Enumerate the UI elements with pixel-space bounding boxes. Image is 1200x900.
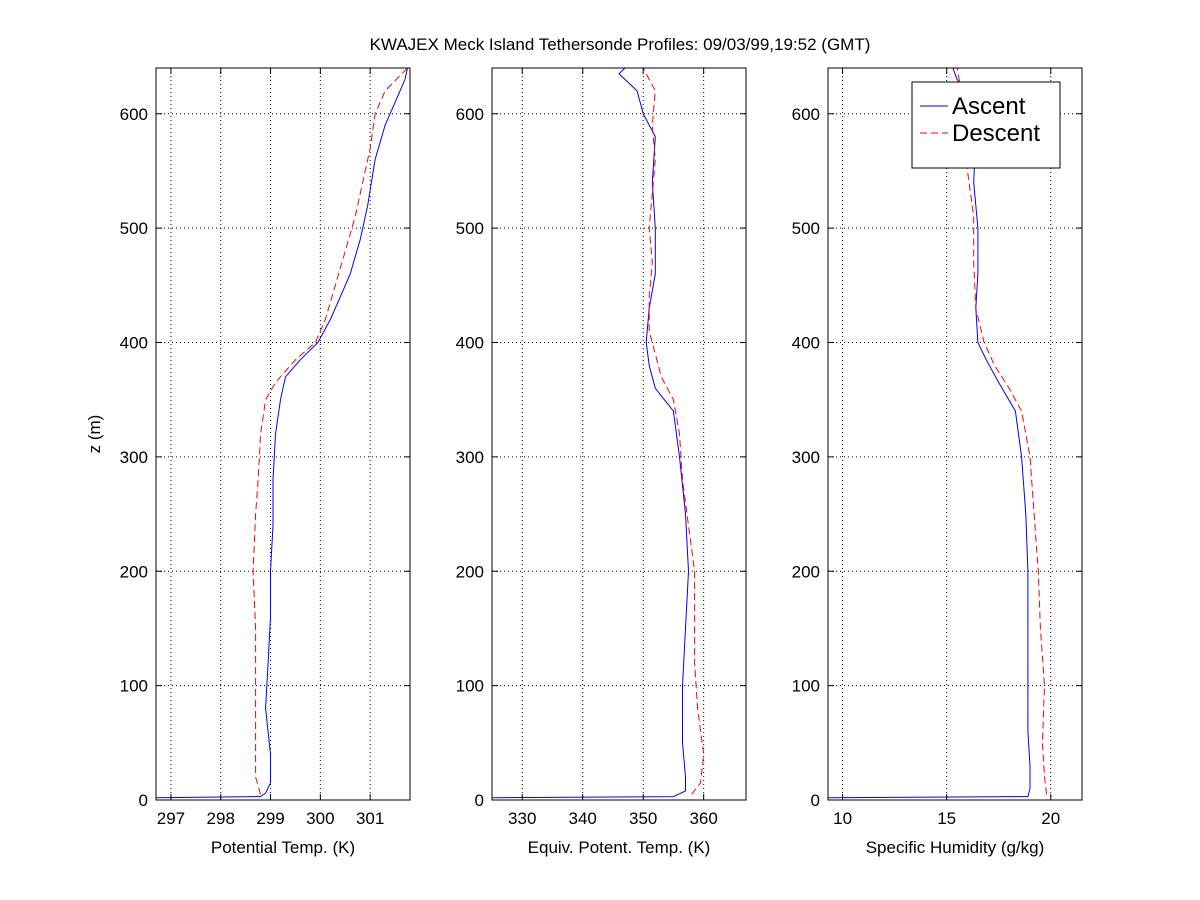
x-tick-label: 330 [508,809,536,828]
y-tick-label: 600 [456,105,484,124]
y-tick-label: 400 [792,334,820,353]
series-ascent-line [827,67,1031,799]
x-tick-label: 10 [833,809,852,828]
y-tick-label: 600 [792,105,820,124]
y-tick-label: 200 [120,562,148,581]
x-tick-label: 350 [629,809,657,828]
x-tick-label: 340 [569,809,597,828]
axes-frame [827,67,1083,801]
y-tick-label: 400 [120,334,148,353]
x-tick-label: 301 [356,809,384,828]
chart-title: KWAJEX Meck Island Tethersonde Profiles:… [370,35,871,54]
chart-panels: 297 298 299 300 3010100200300400500600Potent… [120,67,1083,857]
x-tick-label: 300 [306,809,334,828]
y-tick-label: 200 [456,562,484,581]
series-ascent-line [491,67,690,799]
axes-frame [155,67,411,801]
x-tick-label: 360 [689,809,717,828]
y-tick-label: 500 [792,219,820,238]
axes-frame [491,67,747,801]
x-tick-label: 298 [207,809,235,828]
x-tick-label: 20 [1041,809,1060,828]
y-tick-label: 300 [792,448,820,467]
series-ascent-line [155,67,408,799]
x-axis-label: Specific Humidity (g/kg) [866,838,1045,857]
y-tick-label: 0 [811,791,820,810]
legend-box [911,81,1061,169]
y-tick-label: 0 [475,791,484,810]
y-tick-label: 500 [120,219,148,238]
legend-label-ascent: Ascent [952,93,1026,120]
series-descent-line [642,67,705,795]
x-tick-label: 297 [157,809,185,828]
y-tick-label: 500 [456,219,484,238]
x-axis-label: Potential Temp. (K) [211,838,355,857]
panel-2: 330 340 350 360 0 100 200 300 400 500 600 Equiv. Po… [456,67,747,857]
y-axis-label: z (m) [85,415,104,454]
y-tick-label: 300 [120,448,148,467]
legend-label-descent: Descent [952,120,1040,147]
panel-1: 297 298 299 300 301 0 100 200 300 400 500 600 Potent… [120,67,411,857]
y-tick-label: 300 [456,448,484,467]
y-tick-label: 0 [139,791,148,810]
y-tick-label: 100 [120,677,148,696]
series-descent-line [956,67,1048,795]
y-tick-label: 100 [456,677,484,696]
series-descent-line [252,67,408,795]
x-tick-label: 15 [937,809,956,828]
x-tick-label: 299 [256,809,284,828]
x-axis-label: Equiv. Potent. Temp. (K) [528,838,711,857]
y-tick-label: 100 [792,677,820,696]
y-tick-label: 600 [120,105,148,124]
y-tick-label: 400 [456,334,484,353]
y-tick-label: 200 [792,562,820,581]
